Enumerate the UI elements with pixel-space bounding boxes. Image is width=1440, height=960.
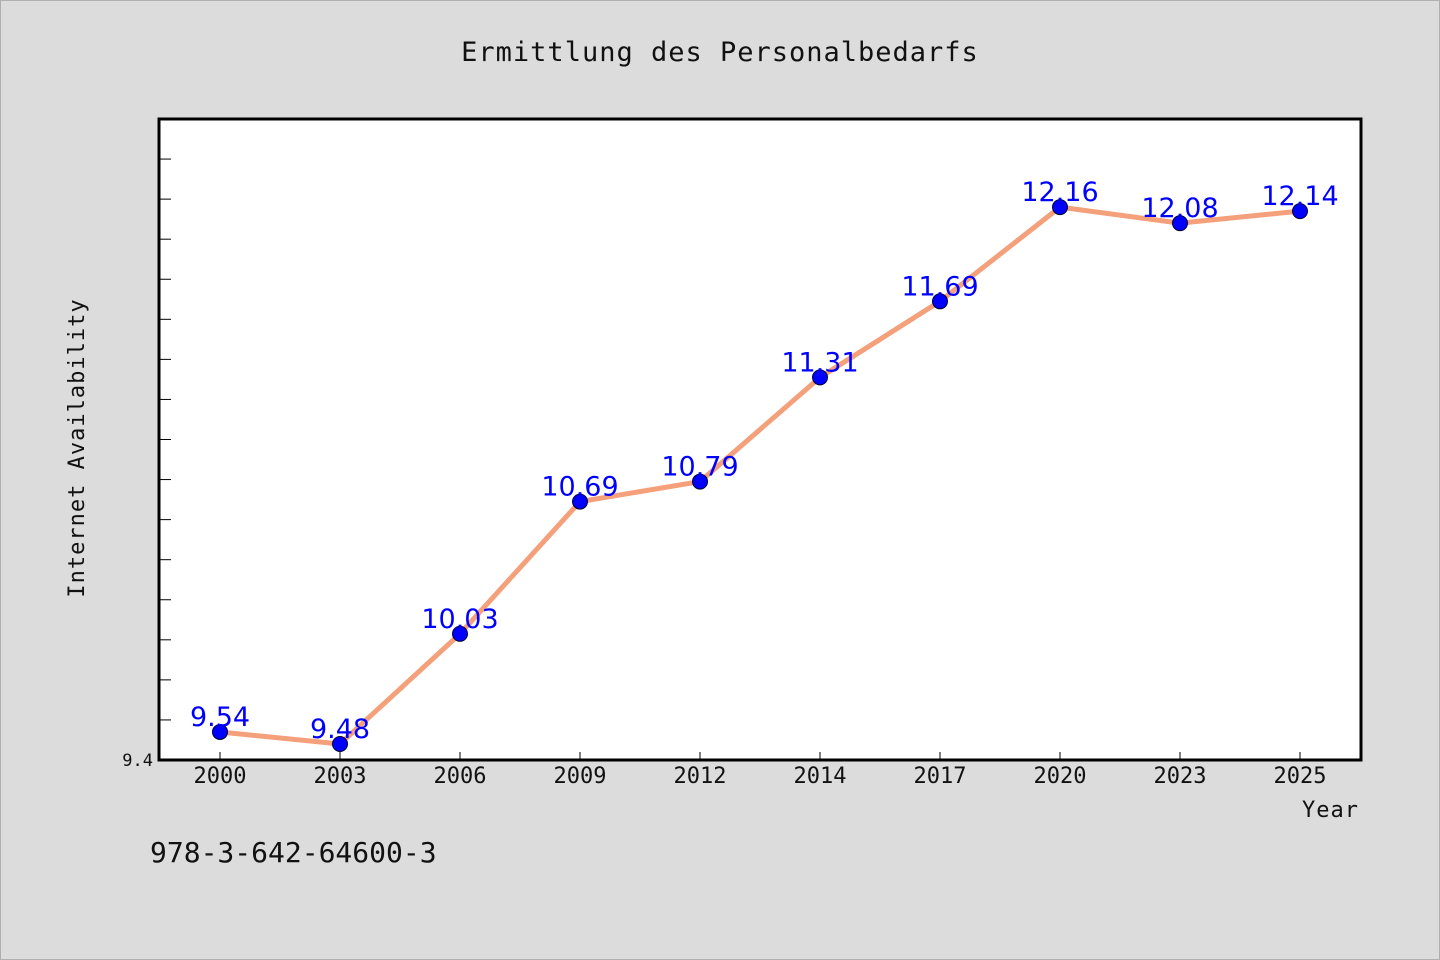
x-tick-label: 2023 bbox=[1154, 764, 1207, 789]
data-label: 10.79 bbox=[661, 452, 738, 483]
data-label: 9.48 bbox=[310, 714, 370, 745]
data-point bbox=[572, 493, 588, 510]
series-markers bbox=[212, 199, 1308, 752]
series-line bbox=[219, 204, 1301, 747]
x-axis-ticks: 2000 2003 2006 2009 2012 2014 2017 2020 2023 2025 bbox=[194, 752, 1327, 789]
x-tick-label: 2017 bbox=[914, 764, 967, 789]
data-label: 12.14 bbox=[1261, 181, 1338, 212]
data-point bbox=[932, 293, 948, 310]
x-tick-label: 2000 bbox=[194, 764, 247, 789]
data-label: 9.54 bbox=[190, 702, 250, 733]
x-tick-label: 2020 bbox=[1034, 764, 1087, 789]
data-point bbox=[692, 473, 708, 490]
data-label: 12.16 bbox=[1021, 177, 1098, 208]
series-line-group bbox=[219, 204, 1301, 747]
x-tick-label: 2012 bbox=[674, 764, 727, 789]
data-label: 10.03 bbox=[421, 604, 498, 635]
plot-area bbox=[157, 117, 1363, 762]
data-label: 10.69 bbox=[541, 472, 618, 503]
data-point bbox=[1292, 203, 1308, 220]
data-point bbox=[212, 723, 228, 740]
footnote-isbn: 978-3-642-64600-3 bbox=[150, 836, 437, 869]
data-label: 12.08 bbox=[1141, 193, 1218, 224]
data-label: 11.69 bbox=[901, 271, 978, 302]
y-axis-ticks: 9.4 bbox=[122, 158, 171, 771]
y-tick-label: 9.4 bbox=[122, 751, 153, 771]
x-tick-label: 2025 bbox=[1274, 764, 1327, 789]
x-tick-label: 2003 bbox=[314, 764, 367, 789]
x-axis-label: Year bbox=[1302, 798, 1359, 823]
data-label: 11.31 bbox=[781, 347, 858, 378]
data-point bbox=[332, 735, 348, 752]
data-point bbox=[1172, 215, 1188, 232]
data-point bbox=[1052, 199, 1068, 216]
chart-title: Ermittlung des Personalbedarfs bbox=[461, 37, 979, 68]
x-tick-label: 2006 bbox=[434, 764, 487, 789]
x-tick-label: 2009 bbox=[554, 764, 607, 789]
data-point bbox=[812, 369, 828, 386]
y-axis-label: Internet Availability bbox=[65, 298, 90, 597]
data-labels: 9.54 9.48 10.03 10.69 10.79 11.31 11.69 12.16 12… bbox=[190, 177, 1339, 745]
x-tick-label: 2014 bbox=[794, 764, 847, 789]
data-point bbox=[452, 625, 468, 642]
